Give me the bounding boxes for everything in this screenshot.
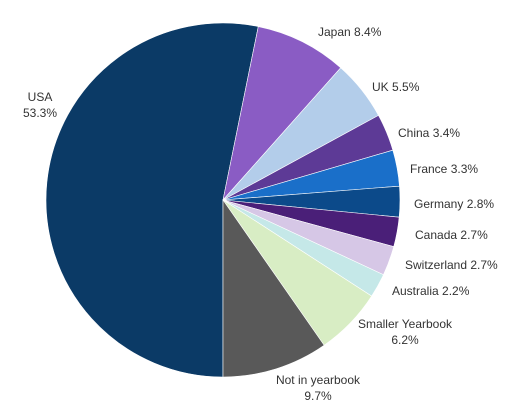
slice-value: 2.8%: [467, 197, 495, 211]
slice-value: 3.4%: [433, 126, 461, 140]
slice-label: France 3.3%: [410, 162, 478, 176]
slice-label: China 3.4%: [398, 126, 460, 140]
slice-value: 2.2%: [442, 284, 470, 298]
slice-value: 3.3%: [451, 162, 479, 176]
slice-name: Japan: [318, 25, 351, 39]
slice-label: UK 5.5%: [372, 80, 420, 94]
slice-name: France: [410, 162, 448, 176]
pie-slice: [45, 22, 259, 378]
slice-name: Smaller Yearbook: [358, 317, 453, 331]
slice-name: Australia: [392, 284, 439, 298]
pie-slice: [222, 26, 342, 202]
slice-value: 8.4%: [354, 25, 382, 39]
slice-label: Japan 8.4%: [318, 25, 382, 39]
slice-name: China: [398, 126, 430, 140]
slice-name: Switzerland: [405, 258, 467, 272]
slice-name: UK: [372, 80, 389, 94]
slice-value: 53.3%: [23, 106, 57, 120]
slice-name: Not in yearbook: [276, 373, 361, 387]
slice-label: Canada 2.7%: [415, 228, 488, 242]
slice-label: Australia 2.2%: [392, 284, 470, 298]
slice-value: 9.7%: [304, 389, 332, 403]
slice-label: Germany 2.8%: [414, 197, 494, 211]
slice-value: 6.2%: [391, 333, 419, 347]
slice-value: 2.7%: [470, 258, 498, 272]
slice-name: USA: [28, 90, 53, 104]
slice-value: 2.7%: [460, 228, 488, 242]
slice-label: Switzerland 2.7%: [405, 258, 498, 272]
slice-name: Germany: [414, 197, 463, 211]
slice-name: Canada: [415, 228, 457, 242]
slice-value: 5.5%: [392, 80, 420, 94]
pie-slice: [222, 199, 325, 378]
